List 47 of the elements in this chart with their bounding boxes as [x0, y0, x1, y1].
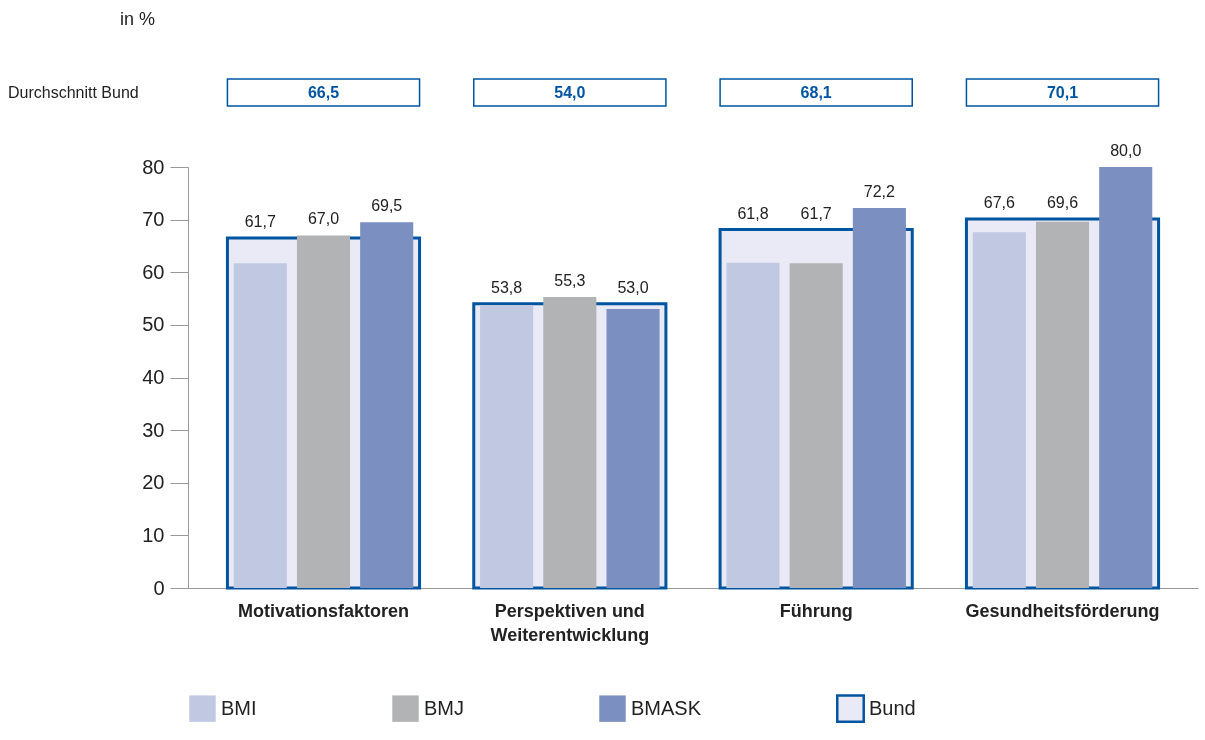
data-label: 70,1	[1046, 84, 1079, 101]
data-label: 69,6	[1046, 194, 1079, 212]
data-label: 68,1	[800, 84, 832, 101]
legend-label: BMJ	[424, 696, 464, 719]
bar	[726, 262, 780, 588]
x-tick-label: Führung	[779, 600, 853, 621]
y-tick-label: 50	[142, 313, 165, 336]
bar	[972, 232, 1026, 588]
data-label: 80,0	[1110, 142, 1142, 159]
data-label: 55,3	[554, 271, 586, 289]
legend-label: BMASK	[631, 696, 702, 719]
bar	[852, 208, 906, 588]
y-tick-label: 20	[142, 471, 165, 494]
data-label: 69,5	[371, 197, 403, 215]
data-label: 66,5	[307, 84, 340, 101]
bar	[480, 304, 534, 588]
y-tick-label: 0	[153, 576, 165, 599]
y-tick-label: 70	[142, 208, 165, 231]
bar	[543, 296, 597, 588]
legend-label: Bund	[869, 696, 916, 719]
bar	[360, 222, 414, 588]
y-tick-label: 10	[142, 523, 165, 546]
text: Durchschnitt Bund	[8, 84, 139, 101]
data-label: 54,0	[554, 84, 586, 101]
bar	[1099, 167, 1153, 588]
x-tick-label: Perspektiven und Weiterentwicklung	[490, 600, 650, 645]
y-tick-label: 80	[142, 155, 165, 178]
bar	[296, 235, 351, 588]
data-label: 72,2	[863, 183, 896, 201]
data-label: 67,6	[983, 194, 1015, 212]
bar	[606, 309, 660, 588]
data-label: 61,7	[800, 204, 832, 222]
data-label: 67,0	[307, 210, 340, 228]
y-tick-label: 30	[142, 418, 165, 441]
data-label: 61,8	[737, 204, 769, 222]
y-tick-label: 60	[142, 260, 165, 283]
data-label: 61,7	[244, 213, 276, 231]
data-label: 53,8	[491, 278, 523, 296]
text: in %	[120, 9, 156, 29]
x-tick-label: Motivationsfaktoren	[237, 600, 409, 621]
data-label: 53,0	[617, 278, 649, 296]
x-tick-label: Gesundheitsförderung	[965, 600, 1160, 621]
y-tick-label: 40	[142, 366, 165, 388]
legend-label: BMI	[221, 696, 257, 719]
bar	[1035, 221, 1090, 588]
bar	[789, 263, 843, 588]
bar	[233, 263, 287, 588]
